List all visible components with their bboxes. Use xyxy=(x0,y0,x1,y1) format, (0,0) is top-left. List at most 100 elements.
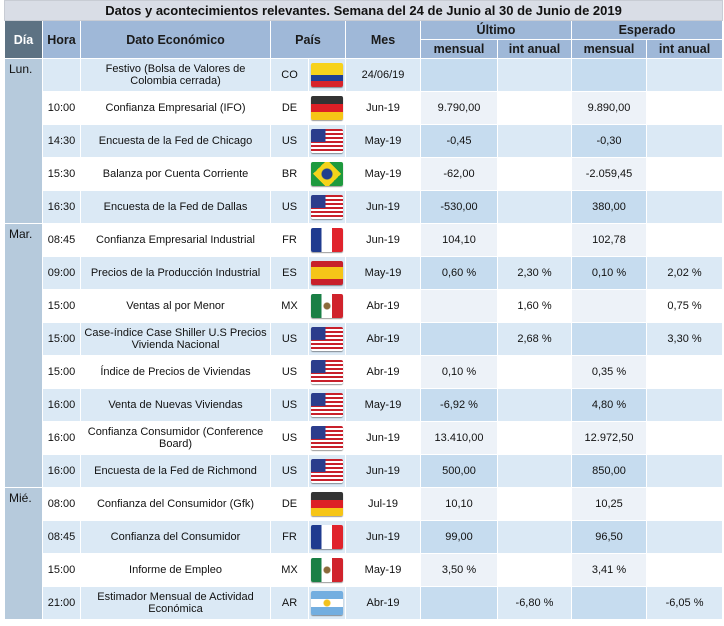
esperado-anual-cell: 0,75 % xyxy=(645,289,724,323)
pais-cell: FR xyxy=(270,520,309,554)
esperado-anual-cell xyxy=(645,388,724,422)
flag-cell xyxy=(308,388,346,422)
esperado-mensual-cell: 850,00 xyxy=(571,454,647,488)
dato-cell: Balanza por Cuenta Corriente xyxy=(80,157,271,191)
table-row: 15:00 Índice de Precios de Viviendas US Abr… xyxy=(5,355,724,389)
pais-cell: US xyxy=(270,421,309,455)
pais-cell: US xyxy=(270,355,309,389)
esperado-anual-cell xyxy=(645,91,724,125)
table-row: 16:30 Encuesta de la Fed de Dallas US Jun-1… xyxy=(5,190,724,224)
mes-cell: Abr-19 xyxy=(345,355,421,389)
day-label: Mié. xyxy=(4,487,43,620)
flag-cell xyxy=(308,553,346,587)
ultimo-anual-cell: 2,68 % xyxy=(497,322,572,356)
ultimo-mensual-cell: -0,45 xyxy=(420,124,498,158)
mes-cell: Jun-19 xyxy=(345,454,421,488)
mes-cell: Jun-19 xyxy=(345,223,421,257)
dato-cell: Festivo (Bolsa de Valores de Colombia ce… xyxy=(80,58,271,92)
mes-cell: May-19 xyxy=(345,553,421,587)
ultimo-anual-cell xyxy=(497,223,572,257)
dato-cell: Ventas al por Menor xyxy=(80,289,271,323)
pais-cell: BR xyxy=(270,157,309,191)
ultimo-mensual-cell: -62,00 xyxy=(420,157,498,191)
ultimo-anual-cell xyxy=(497,355,572,389)
header-esperado-mensual: mensual xyxy=(571,39,647,59)
ultimo-mensual-cell: 500,00 xyxy=(420,454,498,488)
dato-cell: Índice de Precios de Viviendas xyxy=(80,355,271,389)
germany-flag-icon xyxy=(311,96,343,120)
usa-flag-icon xyxy=(311,327,343,351)
pais-cell: DE xyxy=(270,487,309,521)
day-label: Lun. xyxy=(4,58,43,224)
germany-flag-icon xyxy=(311,492,343,516)
mexico-flag-icon xyxy=(311,558,343,582)
hora-cell: 10:00 xyxy=(42,91,81,125)
hora-cell: 14:30 xyxy=(42,124,81,158)
flag-cell xyxy=(308,322,346,356)
hora-cell: 16:00 xyxy=(42,388,81,422)
ultimo-mensual-cell: 104,10 xyxy=(420,223,498,257)
hora-cell xyxy=(42,58,81,92)
calendar-table: Datos y acontecimientos relevantes. Sema… xyxy=(3,0,724,620)
mes-cell: May-19 xyxy=(345,388,421,422)
esperado-mensual-cell: 380,00 xyxy=(571,190,647,224)
header-dato: Dato Económico xyxy=(80,20,271,59)
pais-cell: US xyxy=(270,190,309,224)
header-dia: Día xyxy=(4,20,43,59)
esperado-mensual-cell: 12.972,50 xyxy=(571,421,647,455)
ultimo-anual-cell xyxy=(497,91,572,125)
economic-calendar: Datos y acontecimientos relevantes. Sema… xyxy=(3,0,724,620)
table-row: 16:00 Confianza Consumidor (Conference Bo… xyxy=(5,421,724,455)
table-row: 08:45 Confianza del Consumidor FR Jun-19 99,… xyxy=(5,520,724,554)
table-row: Lun. Festivo (Bolsa de Valores de Colombi… xyxy=(4,58,724,224)
header-hora: Hora xyxy=(42,20,81,59)
hora-cell: 21:00 xyxy=(42,586,81,620)
esperado-anual-cell xyxy=(645,454,724,488)
esperado-mensual-cell: 9.890,00 xyxy=(571,91,647,125)
mes-cell: May-19 xyxy=(345,124,421,158)
france-flag-icon xyxy=(311,525,343,549)
flag-cell xyxy=(308,58,346,92)
table-row: 10:00 Confianza Empresarial (IFO) DE Jun-19… xyxy=(5,91,724,125)
table-title: Datos y acontecimientos relevantes. Sema… xyxy=(3,0,724,21)
ultimo-anual-cell xyxy=(497,487,572,521)
flag-cell xyxy=(308,487,346,521)
dato-cell: Informe de Empleo xyxy=(80,553,271,587)
flag-cell xyxy=(308,190,346,224)
mes-cell: 24/06/19 xyxy=(345,58,421,92)
flag-cell xyxy=(308,586,346,620)
ultimo-mensual-cell xyxy=(420,586,498,620)
hora-cell: 15:00 xyxy=(42,289,81,323)
pais-cell: US xyxy=(270,388,309,422)
ultimo-anual-cell xyxy=(497,421,572,455)
dato-cell: Confianza Empresarial (IFO) xyxy=(80,91,271,125)
ultimo-mensual-cell: 10,10 xyxy=(420,487,498,521)
pais-cell: AR xyxy=(270,586,309,620)
hora-cell: 15:00 xyxy=(42,322,81,356)
ultimo-mensual-cell: -6,92 % xyxy=(420,388,498,422)
esperado-anual-cell: 2,02 % xyxy=(645,256,724,290)
header-esperado: Esperado xyxy=(570,20,724,40)
calendar-body: Lun. Festivo (Bolsa de Valores de Colombi… xyxy=(4,58,724,620)
mes-cell: Abr-19 xyxy=(345,322,421,356)
pais-cell: MX xyxy=(270,289,309,323)
hora-cell: 16:00 xyxy=(42,421,81,455)
table-row: Mié. 08:00 Confianza del Consumidor (Gfk) D… xyxy=(4,487,724,620)
table-row: 14:30 Encuesta de la Fed de Chicago US May-… xyxy=(5,124,724,158)
dato-cell: Encuesta de la Fed de Dallas xyxy=(80,190,271,224)
table-row: 15:00 Case-índice Case Shiller U.S Precio… xyxy=(5,322,724,356)
mes-cell: Abr-19 xyxy=(345,586,421,620)
ultimo-mensual-cell: -530,00 xyxy=(420,190,498,224)
ultimo-anual-cell xyxy=(497,520,572,554)
mes-cell: Jun-19 xyxy=(345,421,421,455)
esperado-mensual-cell: 102,78 xyxy=(571,223,647,257)
hora-cell: 16:30 xyxy=(42,190,81,224)
header-pais: País xyxy=(270,20,346,59)
hora-cell: 15:00 xyxy=(42,355,81,389)
flag-cell xyxy=(308,421,346,455)
dato-cell: Encuesta de la Fed de Richmond xyxy=(80,454,271,488)
ultimo-anual-cell: -6,80 % xyxy=(497,586,572,620)
flag-cell xyxy=(308,256,346,290)
pais-cell: US xyxy=(270,454,309,488)
ultimo-mensual-cell xyxy=(420,58,498,92)
